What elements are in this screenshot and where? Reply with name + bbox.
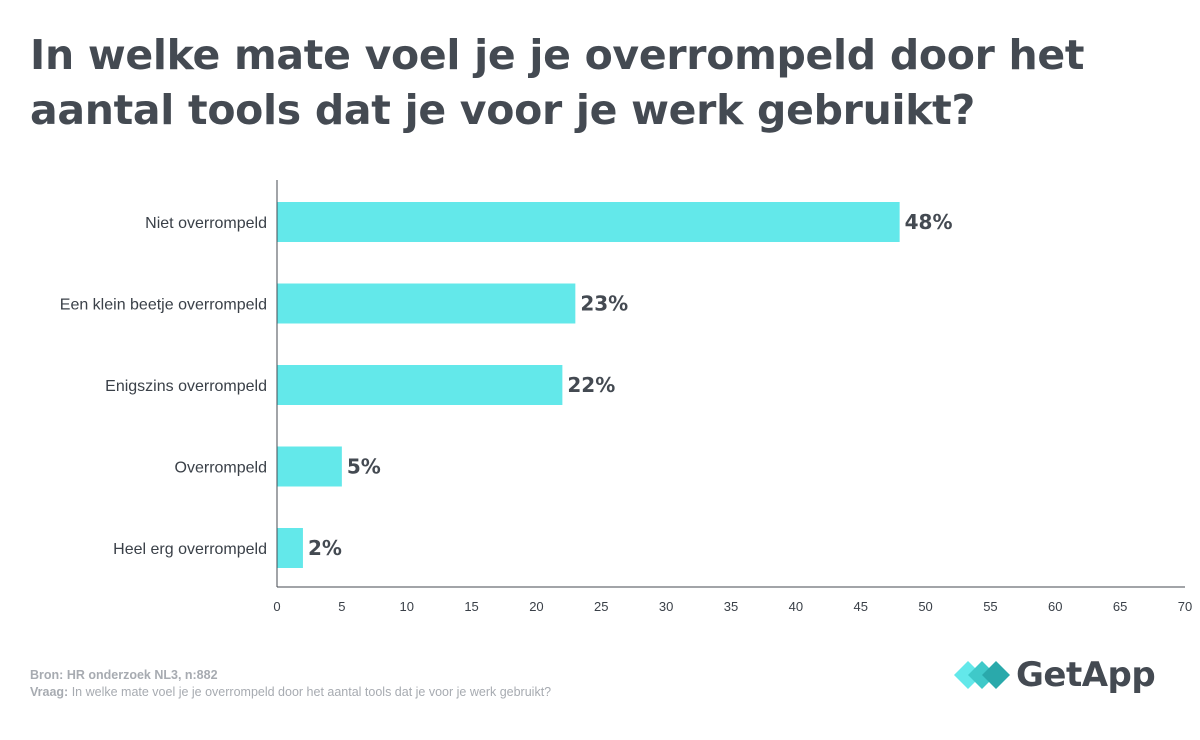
x-tick-label: 30: [659, 599, 673, 614]
data-label: 22%: [567, 373, 615, 397]
data-label: 5%: [347, 455, 381, 479]
getapp-chevrons-icon: [954, 661, 1010, 689]
category-label: Een klein beetje overrompeld: [60, 297, 267, 314]
x-tick-label: 50: [918, 599, 932, 614]
category-label: Niet overrompeld: [145, 215, 267, 232]
x-tick-label: 20: [529, 599, 543, 614]
source-footer: Bron: HR onderzoek NL3, n:882 Vraag: In …: [30, 667, 551, 701]
chart-title: In welke mate voel je je overrompeld doo…: [30, 31, 1085, 134]
question-label: Vraag:: [30, 685, 69, 699]
x-tick-label: 55: [983, 599, 997, 614]
category-label: Heel erg overrompeld: [113, 541, 267, 558]
category-label: Overrompeld: [175, 460, 267, 477]
data-label: 2%: [308, 536, 342, 560]
source-line: Bron: HR onderzoek NL3, n:882: [30, 667, 551, 684]
bar: [277, 528, 303, 568]
bar: [277, 446, 342, 487]
x-tick-label: 10: [399, 599, 413, 614]
category-label: Enigszins overrompeld: [105, 378, 267, 395]
bar-chart: 0 5 10 15 20 25 30 35 40 45 50 55 60 65 70 Niet overro…: [60, 180, 1192, 614]
bar: [277, 283, 576, 324]
x-tick-label: 35: [724, 599, 738, 614]
getapp-logo: GetApp: [952, 654, 1156, 696]
data-label: 23%: [580, 292, 628, 316]
x-tick-label: 5: [338, 599, 345, 614]
x-tick-label: 45: [853, 599, 867, 614]
x-tick-label: 25: [594, 599, 608, 614]
x-tick-label: 70: [1178, 599, 1192, 614]
question-line: Vraag: In welke mate voel je je overromp…: [30, 684, 551, 701]
x-tick-label: 65: [1113, 599, 1127, 614]
bar: [277, 202, 900, 242]
x-tick-label: 0: [273, 599, 280, 614]
data-label: 48%: [905, 210, 953, 234]
source-text: HR onderzoek NL3, n:882: [66, 668, 218, 682]
x-tick-label: 15: [464, 599, 478, 614]
question-text: In welke mate voel je je overrompeld doo…: [71, 685, 552, 699]
logo-text: GetApp: [1016, 655, 1156, 695]
x-tick-label: 60: [1048, 599, 1062, 614]
bar: [277, 365, 563, 405]
source-label: Bron:: [30, 668, 64, 682]
x-tick-label: 40: [789, 599, 803, 614]
